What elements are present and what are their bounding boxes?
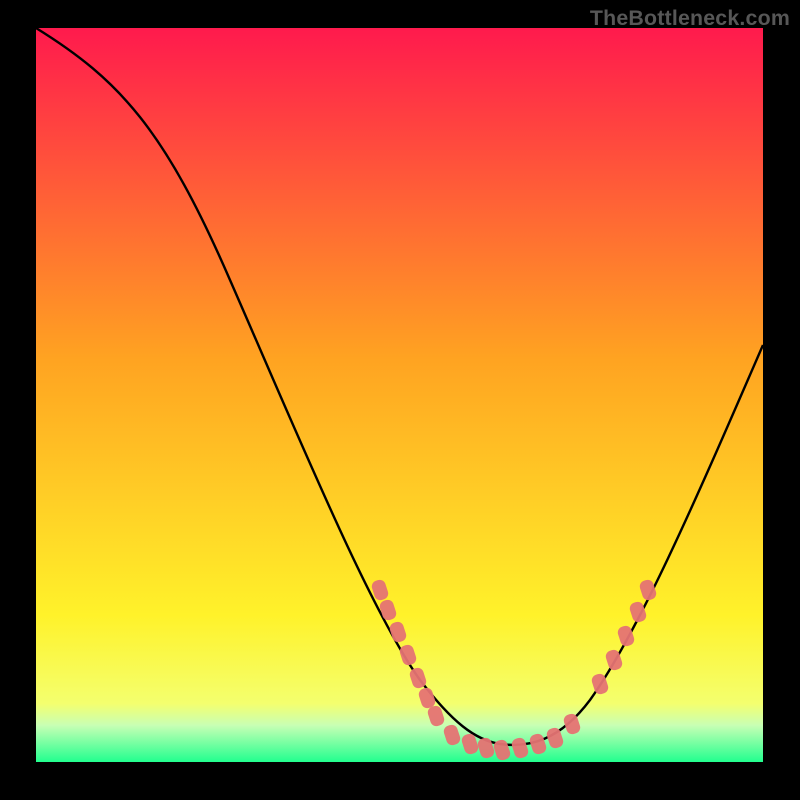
curve-marker <box>510 736 529 759</box>
curve-marker <box>442 723 461 746</box>
curve-marker <box>388 620 407 643</box>
curve-marker <box>476 736 495 759</box>
curve-overlay <box>0 0 800 800</box>
curve-marker <box>398 643 417 666</box>
chart-canvas: TheBottleneck.com <box>0 0 800 800</box>
marker-group <box>370 578 657 761</box>
curve-marker <box>562 712 581 735</box>
curve-marker <box>417 686 436 709</box>
curve-marker <box>528 732 547 755</box>
curve-marker <box>378 598 397 621</box>
curve-marker <box>638 578 657 601</box>
